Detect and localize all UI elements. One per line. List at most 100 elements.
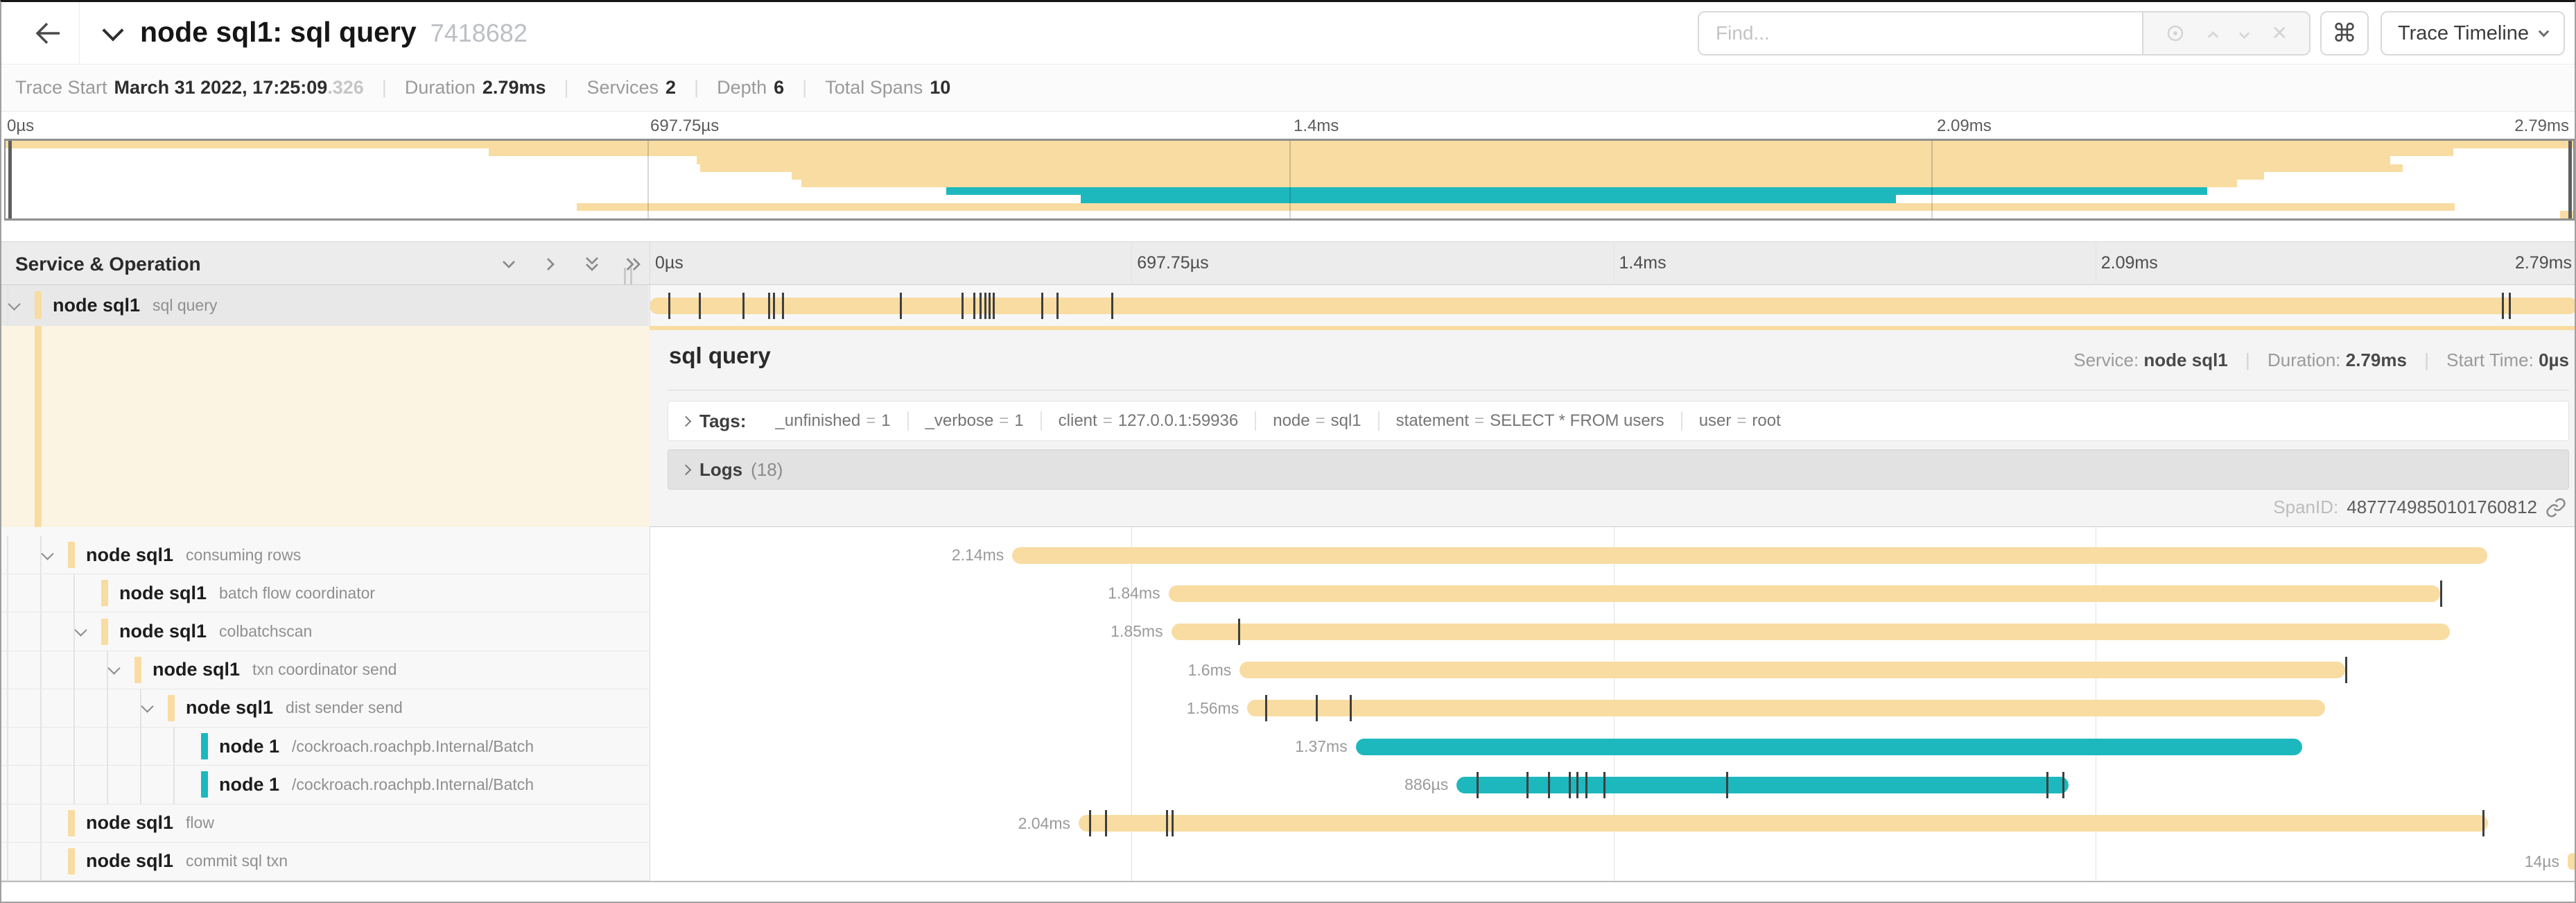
keyboard-shortcuts-button[interactable]: ⌘	[2320, 11, 2369, 55]
tag-item: node = sql1	[1256, 411, 1380, 431]
log-marker-tick	[2439, 580, 2442, 607]
tree-row-sql-query[interactable]: node sql1 sql query	[1, 285, 649, 326]
tree-row-7[interactable]: node 1/cockroach.roachpb.Internal/Batch	[1, 766, 649, 805]
find-input[interactable]	[1698, 11, 2142, 55]
collapse-controls	[497, 242, 645, 286]
indent-guide	[40, 728, 42, 766]
expand-chevron-icon[interactable]	[107, 662, 121, 675]
minimap-gridline	[1931, 141, 1933, 218]
minimap-right-scrubber[interactable]	[2568, 141, 2572, 218]
span-bar[interactable]	[1239, 662, 2346, 679]
separator: |	[564, 77, 569, 98]
expand-chevron-icon[interactable]	[74, 624, 87, 637]
tag-item: _unfinished = 1	[758, 411, 909, 431]
tree-row-3[interactable]: node sql1 colbatchscan	[1, 612, 649, 651]
expand-chevron-icon[interactable]	[41, 547, 54, 560]
collapse-one-icon[interactable]	[497, 252, 521, 276]
expand-chevron-icon[interactable]	[141, 700, 154, 714]
service-name: node sql1	[86, 850, 174, 872]
tag-item: statement = SELECT * FROM users	[1380, 411, 1682, 431]
log-marker-tick	[1165, 810, 1168, 837]
span-bar[interactable]	[1171, 624, 2450, 641]
collapse-all-icon[interactable]	[580, 252, 604, 276]
duration-value: 2.79ms	[2345, 350, 2407, 370]
log-marker-tick	[1041, 292, 1044, 319]
back-arrow-icon	[35, 22, 60, 44]
tree-row-2[interactable]: node sql1 batch flow coordinator	[1, 574, 649, 613]
trace-view-selector[interactable]: Trace Timeline	[2381, 11, 2565, 55]
tags-row[interactable]: Tags: _unfinished = 1 _verbose = 1 client = 127.…	[668, 401, 2569, 441]
collapse-trace-chevron-icon[interactable]	[102, 19, 124, 42]
duration-value: 2.79ms	[482, 77, 546, 98]
ruler-tick-label: 697.75µs	[1137, 253, 1209, 273]
minimap-span-bar	[6, 141, 2573, 149]
span-bar[interactable]	[1355, 738, 2303, 755]
minimap-canvas[interactable]	[4, 139, 2575, 221]
column-resize-grip[interactable]	[624, 268, 632, 284]
operation-name: commit sql txn	[186, 852, 288, 870]
tree-row-6[interactable]: node 1/cockroach.roachpb.Internal/Batch	[1, 728, 649, 766]
tree-row-1[interactable]: node sql1 consuming rows	[1, 536, 649, 575]
span-bar[interactable]	[1456, 776, 2069, 793]
service-name: node sql1	[119, 621, 207, 642]
service-color-bar	[68, 809, 75, 836]
minimap-gridline	[647, 141, 649, 218]
span-bar[interactable]	[2568, 853, 2575, 870]
indent-guide	[40, 842, 42, 880]
log-marker-tick	[1088, 810, 1091, 837]
span-bar[interactable]	[1078, 815, 2489, 832]
focus-target-icon[interactable]	[2165, 23, 2186, 44]
service-color-bar	[201, 733, 208, 760]
span-bar-row: 1.56ms	[650, 689, 2575, 728]
timeline-ruler: 0µs 697.75µs 1.4ms 2.09ms 2.79ms	[650, 241, 2575, 285]
log-marker-tick	[1104, 810, 1107, 837]
expand-chevron-icon[interactable]	[8, 297, 21, 311]
page-title: node sql1: sql query 7418682	[140, 2, 528, 64]
span-duration-label: 1.85ms	[1111, 622, 1163, 641]
expand-one-icon[interactable]	[539, 252, 562, 276]
span-bar[interactable]	[1012, 547, 2488, 564]
find-clear-icon[interactable]: ✕	[2271, 22, 2288, 44]
log-marker-tick	[773, 292, 776, 319]
find-prev-icon[interactable]	[2207, 31, 2219, 42]
link-icon[interactable]	[2545, 497, 2566, 518]
tree-row-4[interactable]: node sql1 txn coordinator send	[1, 651, 649, 689]
minimap-span-bar	[700, 164, 2403, 172]
span-bar[interactable]	[1168, 585, 2440, 602]
tree-row-9[interactable]: node sql1 commit sql txn	[1, 842, 649, 881]
find-next-icon[interactable]	[2238, 28, 2249, 39]
separator: |	[2245, 350, 2250, 370]
span-duration-label: 1.84ms	[1108, 584, 1160, 603]
list-bottom-border	[1, 881, 2575, 882]
logs-row[interactable]: Logs (18)	[668, 449, 2569, 490]
trace-id: 7418682	[430, 19, 528, 47]
span-duration-label: 2.04ms	[1018, 814, 1070, 832]
log-marker-tick	[1238, 619, 1241, 646]
tree-row-8[interactable]: node sql1 flow	[1, 804, 649, 843]
service-color-bar	[201, 771, 208, 798]
indent-guide	[40, 574, 42, 612]
span-bar[interactable]	[1247, 700, 2326, 717]
span-bar[interactable]	[650, 297, 2575, 314]
back-button[interactable]	[17, 10, 78, 56]
operation-name: colbatchscan	[219, 622, 313, 641]
log-marker-tick	[989, 292, 991, 319]
log-marker-tick	[1725, 771, 1728, 798]
ruler-tick-label: 2.79ms	[2515, 253, 2572, 273]
separator: |	[2424, 350, 2429, 370]
service-color-bar	[35, 291, 42, 320]
span-duration-label: 1.6ms	[1187, 660, 1232, 679]
tree-row-5[interactable]: node sql1 dist sender send	[1, 689, 649, 728]
page-header: node sql1: sql query 7418682 ✕ ⌘ Trace Ti…	[1, 2, 2575, 64]
trace-start-fraction: .326	[327, 77, 364, 98]
indent-guide	[73, 728, 75, 766]
services-value: 2	[665, 77, 677, 98]
minimap-left-scrubber[interactable]	[8, 141, 12, 218]
log-marker-tick	[2509, 292, 2512, 319]
indent-guide	[40, 612, 42, 651]
minimap-span-bar	[2560, 210, 2573, 218]
log-marker-tick	[993, 292, 995, 319]
indent-guide	[73, 612, 75, 651]
indent-guide	[7, 766, 8, 804]
expand-all-icon[interactable]	[622, 252, 645, 276]
